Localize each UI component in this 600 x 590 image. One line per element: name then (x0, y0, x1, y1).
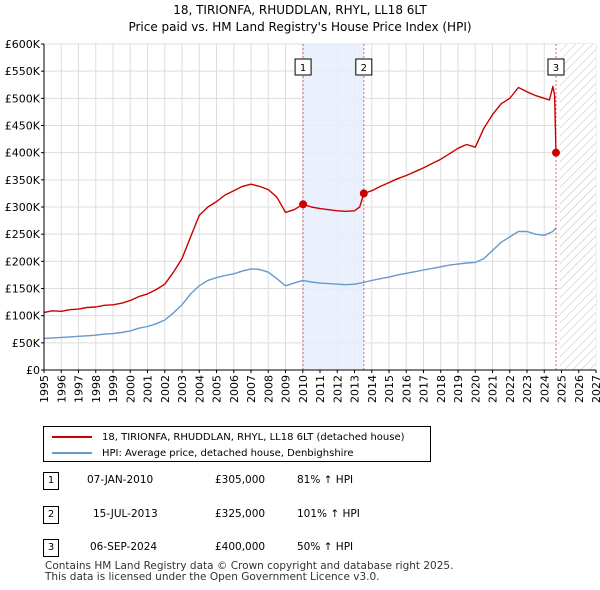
x-tick-label: 1995 (38, 375, 51, 403)
y-tick-label: £450K (5, 120, 41, 133)
x-tick-label: 2011 (314, 375, 327, 403)
x-tick-label: 1999 (107, 375, 120, 403)
sale-date: 15-JUL-2013 (93, 508, 158, 520)
x-tick-label: 2008 (262, 375, 275, 403)
sale-number-badge: 2 (43, 506, 59, 524)
series-line-property (43, 85, 557, 314)
x-tick-label: 1996 (55, 375, 68, 403)
y-tick-label: £0 (26, 364, 40, 377)
x-tick-label: 1998 (90, 375, 103, 403)
legend-label-hpi: HPI: Average price, detached house, Denb… (102, 447, 354, 459)
legend-swatch-property (52, 436, 92, 438)
chart-title: 18, TIRIONFA, RHUDDLAN, RHYL, LL18 6LT (173, 3, 427, 17)
x-tick-label: 2023 (521, 375, 534, 403)
y-tick-label: £150K (5, 283, 41, 296)
x-tick-label: 2016 (400, 375, 413, 403)
sale-label-box (355, 58, 373, 76)
legend-item-hpi: HPI: Average price, detached house, Denb… (52, 445, 353, 461)
legend-swatch-hpi (52, 452, 92, 454)
sale-price: £325,000 (215, 508, 266, 520)
x-tick-label: 2009 (280, 375, 293, 403)
x-tick-label: 2002 (159, 375, 172, 403)
x-tick-label: 2000 (124, 375, 137, 403)
x-tick-label: 1997 (73, 375, 86, 403)
legend-label-property: 18, TIRIONFA, RHUDDLAN, RHYL, LL18 6LT (… (102, 431, 405, 443)
x-tick-label: 2001 (142, 375, 155, 403)
sale-price: £400,000 (215, 541, 266, 553)
chart-legend: 18, TIRIONFA, RHUDDLAN, RHYL, LL18 6LT (… (43, 426, 431, 462)
sale-label-number: 1 (300, 63, 306, 74)
sale-hpi-change: 50% ↑ HPI (297, 541, 354, 553)
sale-row: 2 15-JUL-2013 £325,000 101% ↑ HPI (43, 506, 463, 524)
y-tick-label: £50K (12, 337, 41, 350)
y-tick-label: £250K (5, 228, 41, 241)
y-tick-label: £300K (5, 201, 41, 214)
footer-line-licence: This data is licensed under the Open Gov… (45, 571, 380, 583)
x-tick-label: 2005 (211, 375, 224, 403)
sale-row: 3 06-SEP-2024 £400,000 50% ↑ HPI (43, 539, 463, 557)
series-line-hpi (43, 227, 557, 340)
footer-line-copyright: Contains HM Land Registry data © Crown c… (45, 560, 454, 572)
sale-date: 06-SEP-2024 (90, 541, 158, 553)
forecast-hatch-region (559, 44, 596, 370)
x-tick-label: 2007 (245, 375, 258, 403)
sale-label-number: 2 (361, 63, 367, 74)
x-tick-label: 2018 (435, 375, 448, 403)
x-tick-label: 2026 (573, 375, 586, 403)
sale-hpi-change: 81% ↑ HPI (297, 474, 354, 486)
x-tick-label: 2024 (538, 375, 551, 403)
sale-number-badge: 3 (43, 539, 59, 557)
x-tick-label: 2013 (349, 375, 362, 403)
price-chart: 18, TIRIONFA, RHUDDLAN, RHYL, LL18 6LT P… (5, 3, 600, 403)
x-tick-label: 2027 (590, 375, 600, 403)
sale-date: 07-JAN-2010 (87, 474, 154, 486)
x-tick-label: 2025 (556, 375, 569, 403)
x-tick-label: 2015 (383, 375, 396, 403)
sale-label-box (294, 58, 312, 76)
y-tick-label: £550K (5, 65, 41, 78)
y-tick-label: £600K (5, 38, 41, 51)
x-tick-label: 2019 (452, 375, 465, 403)
x-tick-label: 2012 (331, 375, 344, 403)
x-tick-label: 2022 (504, 375, 517, 403)
chart-subtitle: Price paid vs. HM Land Registry's House … (128, 20, 471, 34)
sale-point (299, 200, 308, 209)
sale-row: 1 07-JAN-2010 £305,000 81% ↑ HPI (43, 472, 463, 490)
sale-number-badge: 1 (43, 472, 59, 490)
y-tick-label: £100K (5, 310, 41, 323)
y-tick-label: £500K (5, 92, 41, 105)
x-tick-label: 2003 (176, 375, 189, 403)
sale-hpi-change: 101% ↑ HPI (297, 508, 360, 520)
x-tick-label: 2020 (469, 375, 482, 403)
sale-point (551, 148, 560, 157)
y-tick-label: £200K (5, 255, 41, 268)
legend-item-property: 18, TIRIONFA, RHUDDLAN, RHYL, LL18 6LT (… (52, 429, 405, 445)
x-tick-label: 2006 (228, 375, 241, 403)
x-tick-label: 2010 (297, 375, 310, 403)
y-tick-label: £400K (5, 147, 41, 160)
x-tick-label: 2017 (418, 375, 431, 403)
footer-notice: Contains HM Land Registry data © Crown c… (45, 561, 453, 583)
sale-point (359, 189, 368, 198)
x-tick-label: 2014 (366, 375, 379, 403)
x-tick-label: 2004 (193, 375, 206, 403)
y-tick-label: £350K (5, 174, 41, 187)
sale-label-number: 3 (553, 63, 559, 74)
sale-label-box (547, 58, 565, 76)
x-tick-label: 2021 (487, 375, 500, 403)
sale-price: £305,000 (215, 474, 266, 486)
